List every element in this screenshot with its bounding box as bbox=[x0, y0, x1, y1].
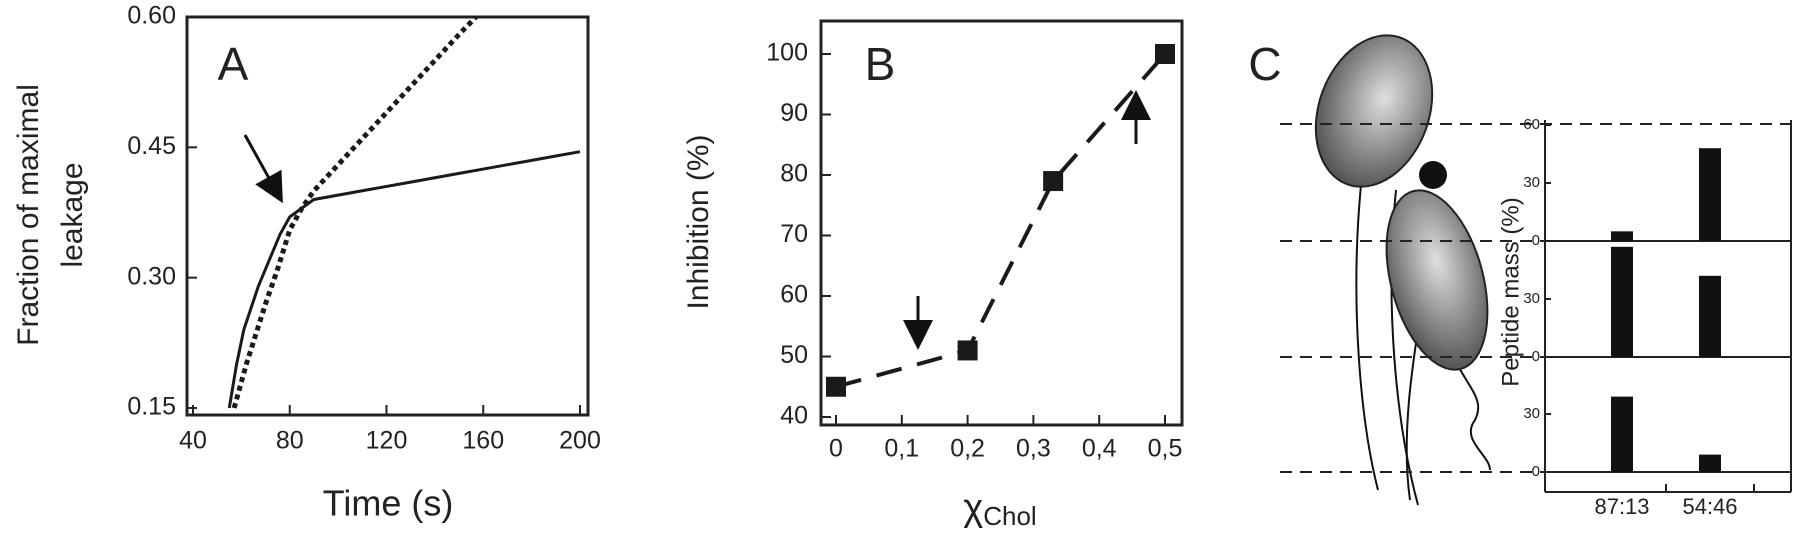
y-tick-label: 0.60 bbox=[127, 2, 176, 30]
x-tick-label: 0,2 bbox=[950, 435, 985, 463]
panel-label: A bbox=[218, 38, 249, 90]
x-tick-label: 200 bbox=[559, 427, 601, 455]
y-tick-label: 0 bbox=[1532, 232, 1540, 249]
y-tick-label: 0 bbox=[1532, 348, 1540, 365]
y-tick-label: 60 bbox=[780, 281, 808, 309]
x-tick-label: 40 bbox=[179, 427, 207, 455]
bar bbox=[1611, 246, 1633, 357]
x-tick-label: 0,3 bbox=[1016, 435, 1051, 463]
cell bbox=[1314, 34, 1434, 188]
y-tick-label: 0 bbox=[1532, 463, 1540, 480]
x-tick-label: 160 bbox=[462, 427, 504, 455]
y-axis-title: Peptide mass (%) bbox=[1497, 197, 1524, 386]
cell bbox=[1385, 189, 1489, 371]
y-tick-label: 30 bbox=[1523, 290, 1540, 307]
peptide bbox=[1419, 161, 1447, 189]
bar bbox=[1611, 231, 1633, 241]
y-tick-label: 90 bbox=[780, 99, 808, 127]
data-point bbox=[957, 340, 978, 361]
bar bbox=[1699, 454, 1721, 472]
panel-label: B bbox=[865, 38, 896, 90]
y-tick-label: 80 bbox=[780, 160, 808, 188]
x-tick-label: 0,1 bbox=[884, 435, 919, 463]
data-point bbox=[1155, 44, 1175, 64]
panel-label: C bbox=[1248, 38, 1281, 90]
x-axis-title: Time (s) bbox=[323, 483, 454, 524]
y-tick-label: 30 bbox=[1523, 405, 1540, 422]
bar bbox=[1699, 148, 1721, 241]
data-line bbox=[835, 52, 1167, 389]
x-tick-label: 0,4 bbox=[1082, 435, 1117, 463]
y-axis-title: leakage bbox=[56, 162, 89, 267]
bar bbox=[1699, 275, 1721, 357]
x-tick-label: 0 bbox=[829, 435, 843, 463]
data-line bbox=[227, 150, 581, 409]
y-tick-label: 40 bbox=[780, 402, 808, 430]
y-tick-label: 30 bbox=[1523, 174, 1540, 191]
y-tick-label: 0.45 bbox=[127, 132, 176, 160]
y-axis-title: Fraction of maximal bbox=[12, 84, 45, 346]
x-axis-title-sub: Chol bbox=[983, 501, 1036, 531]
data-point bbox=[826, 376, 846, 397]
y-tick-label: 100 bbox=[766, 39, 808, 67]
bar bbox=[1611, 396, 1633, 472]
data-point bbox=[1043, 171, 1064, 192]
y-tick-label: 60 bbox=[1523, 116, 1540, 133]
plot-frame bbox=[819, 19, 1184, 427]
x-axis-title-main: χ bbox=[963, 487, 983, 529]
data-line bbox=[231, 15, 478, 409]
x-tick-label: 0,5 bbox=[1148, 435, 1183, 463]
x-tick-label: 120 bbox=[366, 427, 408, 455]
x-tick-label: 87:13 bbox=[1594, 494, 1649, 519]
x-tick-label: 54:46 bbox=[1682, 494, 1737, 519]
x-axis-title: χChol bbox=[963, 487, 1036, 531]
y-tick-label: 0.30 bbox=[127, 262, 176, 290]
arrow bbox=[243, 134, 283, 204]
y-tick-label: 50 bbox=[780, 341, 808, 369]
y-tick-label: 70 bbox=[780, 220, 808, 248]
y-axis-title: Inhibition (%) bbox=[682, 134, 715, 309]
y-tick-label: 0.15 bbox=[127, 393, 176, 421]
x-tick-label: 80 bbox=[276, 427, 304, 455]
